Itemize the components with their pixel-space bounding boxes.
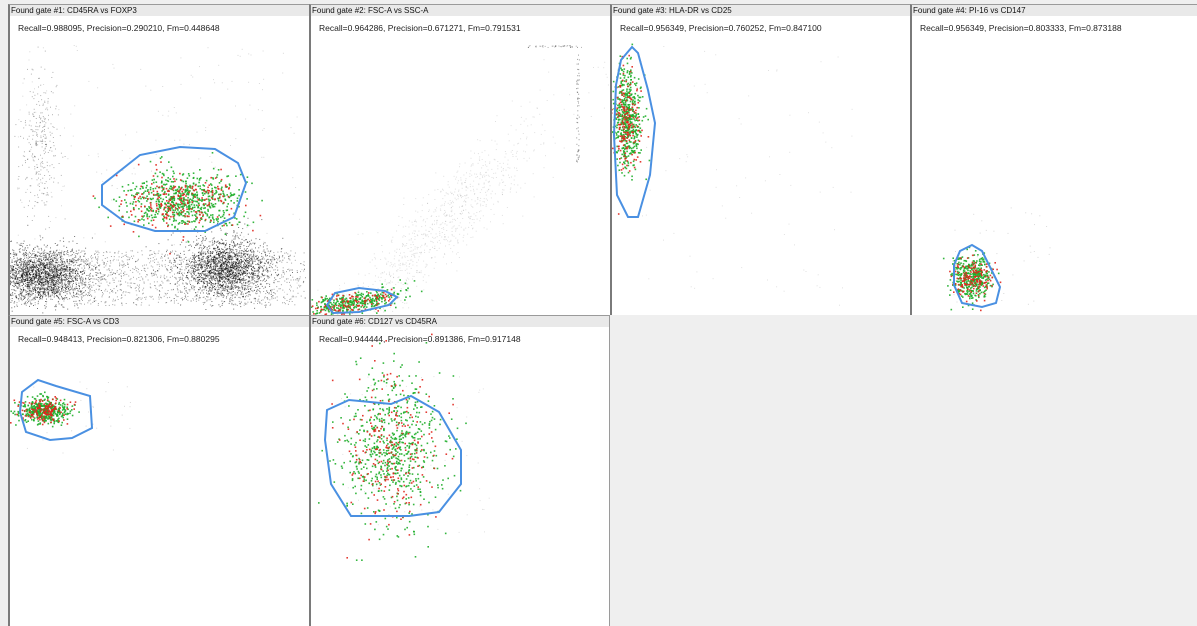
panel-title-2: Found gate #2: FSC-A vs SSC-A: [311, 5, 610, 16]
panel-title-6: Found gate #6: CD127 vs CD45RA: [311, 316, 609, 327]
gate-panel-4: Found gate #4: PI-16 vs CD147 Recall=0.9…: [910, 4, 1197, 315]
panel-metrics-2: Recall=0.964286, Precision=0.671271, Fm=…: [319, 23, 521, 33]
panel-title-3: Found gate #3: HLA-DR vs CD25: [612, 5, 910, 16]
panel4-false-positive-points: [949, 254, 1002, 312]
panel-metrics-3: Recall=0.956349, Precision=0.760252, Fm=…: [620, 23, 822, 33]
panel1-false-positive-points: [92, 161, 262, 255]
background-scatter: [17, 45, 303, 296]
panel-metrics-4: Recall=0.956349, Precision=0.803333, Fm=…: [920, 23, 1122, 33]
scatter-plot-5: [10, 378, 131, 454]
panel5-false-positive-points: [10, 396, 77, 426]
background-cluster-right: [145, 217, 306, 310]
panel3-false-positive-points: [612, 54, 650, 215]
background-edge-points: [576, 46, 580, 163]
gate-polygon-5: [18, 378, 94, 442]
gate-panel-6: Found gate #6: CD127 vs CD45RA Recall=0.…: [309, 315, 610, 626]
panel-metrics-5: Recall=0.948413, Precision=0.821306, Fm=…: [18, 334, 220, 344]
panel-title-5: Found gate #5: FSC-A vs CD3: [10, 316, 309, 327]
scatter-plot-3: [612, 43, 853, 306]
background-band: [15, 250, 306, 306]
background-diagonal: [317, 59, 609, 315]
background-scatter: [952, 207, 1051, 305]
gate-panel-3: Found gate #3: HLA-DR vs CD25 Recall=0.9…: [610, 4, 910, 315]
panel-title-1: Found gate #1: CD45RA vs FOXP3: [10, 5, 309, 16]
panel-metrics-6: Recall=0.944444, Precision=0.891386, Fm=…: [319, 334, 521, 344]
panel1-true-positive-points: [94, 152, 263, 243]
scatter-plot-2: [311, 45, 609, 315]
gate-polygon-6: [323, 394, 462, 517]
gate-panel-1: Found gate #1: CD45RA vs FOXP3 Recall=0.…: [8, 4, 309, 315]
panel-metrics-1: Recall=0.988095, Precision=0.290210, Fm=…: [18, 23, 220, 33]
gate-polygon-1: [101, 145, 248, 232]
panel-title-4: Found gate #4: PI-16 vs CD147: [912, 5, 1197, 16]
background-scatter: [615, 46, 853, 306]
scatter-plot-6: [318, 318, 490, 561]
gate-polygon-2: [325, 286, 399, 315]
scatter-plot-4: [942, 207, 1051, 312]
scatter-plot-1: [10, 45, 306, 314]
background-cluster-left: [10, 224, 122, 314]
panel4-true-positive-points: [942, 246, 1000, 311]
gate-polygon-3: [612, 45, 657, 218]
gate-panel-2: Found gate #2: FSC-A vs SSC-A Recall=0.9…: [309, 4, 610, 315]
gate-polygon-4: [953, 243, 1002, 309]
background-top-edge: [527, 45, 582, 48]
empty-panel-area: [610, 315, 1197, 626]
panel6-true-positive-points: [318, 342, 467, 561]
background-column: [14, 46, 66, 237]
gate-panel-5: Found gate #5: FSC-A vs CD3 Recall=0.948…: [8, 315, 309, 626]
